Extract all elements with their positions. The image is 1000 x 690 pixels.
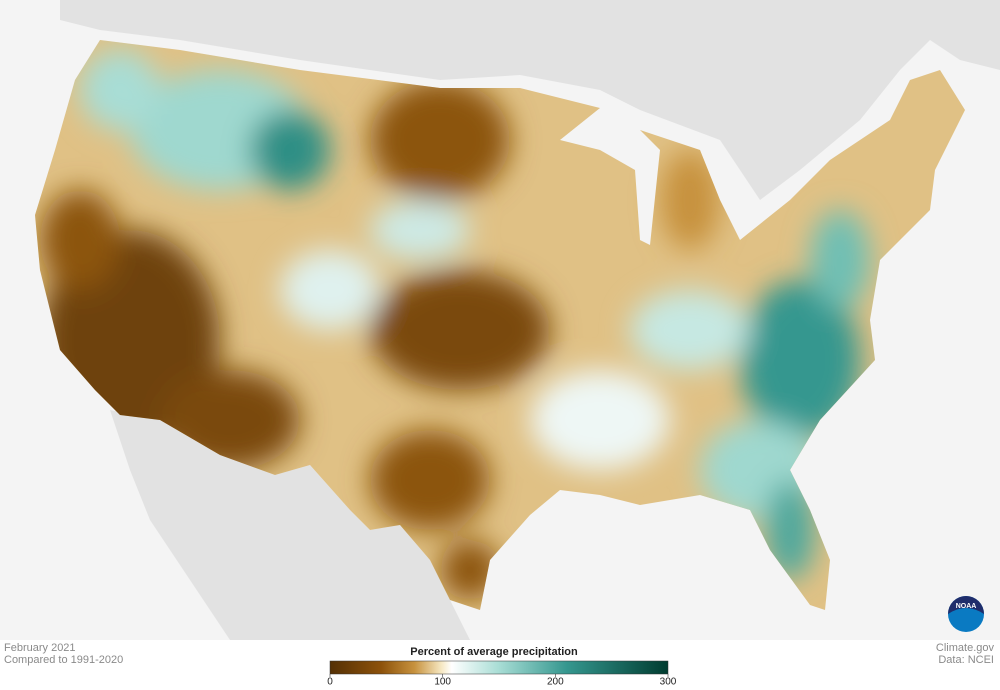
color-bar-tick-label: 200 bbox=[547, 677, 564, 688]
footer: February 2021 Compared to 1991-2020 Perc… bbox=[0, 640, 1000, 690]
color-bar bbox=[329, 660, 669, 675]
color-bar-tick-label: 0 bbox=[327, 677, 333, 688]
source-credit: Data: NCEI bbox=[938, 654, 994, 666]
logo-text: NOAA bbox=[956, 603, 977, 610]
period-label: February 2021 bbox=[4, 642, 76, 654]
color-bar-tick-label: 300 bbox=[660, 677, 677, 688]
canada bbox=[60, 0, 1000, 200]
baseline-label: Compared to 1991-2020 bbox=[4, 654, 123, 666]
site-credit: Climate.gov bbox=[936, 642, 995, 654]
legend-title: Percent of average precipitation bbox=[410, 646, 578, 658]
logo-top bbox=[948, 596, 984, 614]
mexico bbox=[110, 410, 470, 640]
color-bar-tick-label: 100 bbox=[434, 677, 451, 688]
great-lakes bbox=[560, 118, 660, 245]
noaa-logo: NOAA bbox=[948, 596, 984, 632]
